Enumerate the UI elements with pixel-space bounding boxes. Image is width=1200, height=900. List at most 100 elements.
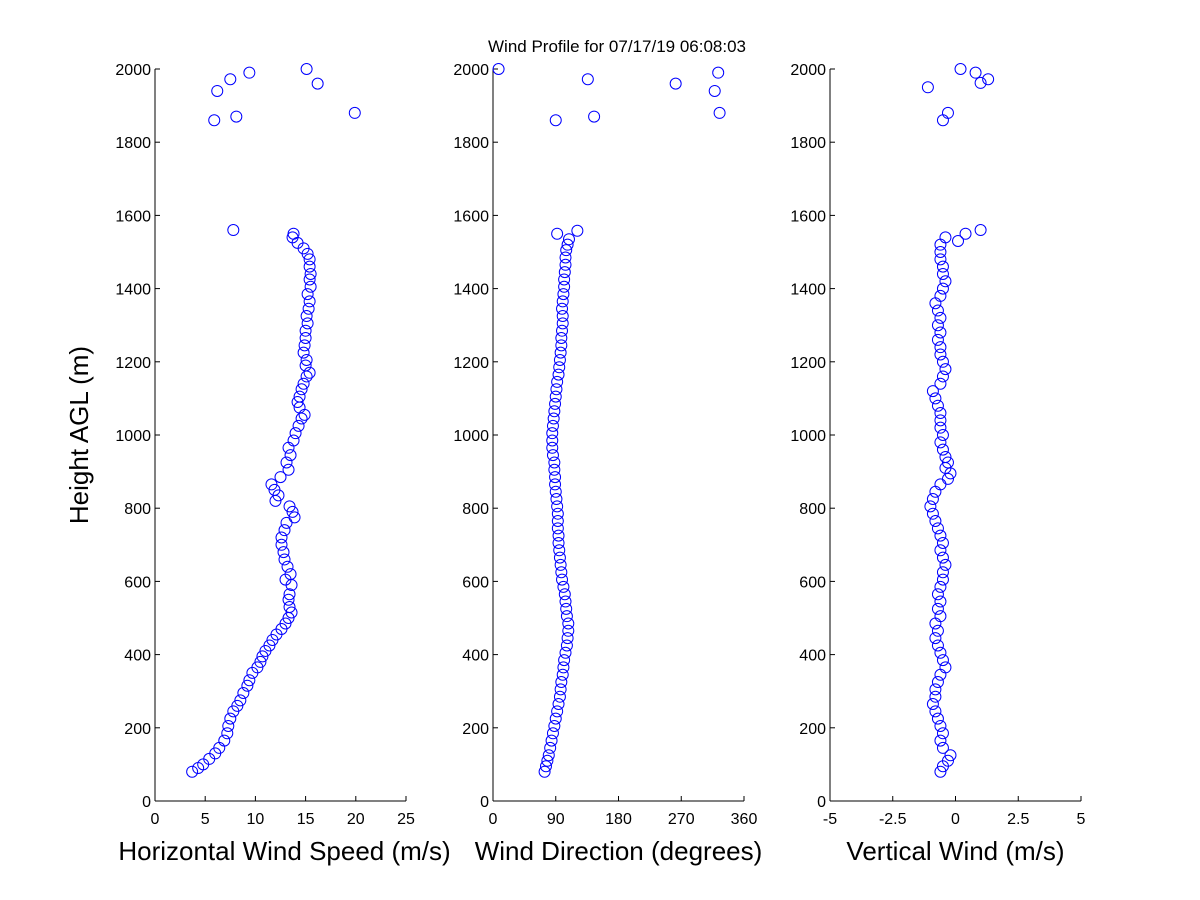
data-point [282,463,295,476]
y-tick-label: 800 [462,501,489,518]
data-point [551,705,564,718]
x-tick-label: 270 [668,811,695,828]
data-point [561,238,574,251]
data-point [549,478,562,491]
data-point [541,754,554,767]
data-point [555,339,568,352]
data-point [303,253,316,266]
data-point [549,390,562,403]
data-point [553,551,566,564]
data-point [936,566,949,579]
data-point [551,515,564,528]
data-point [556,310,569,323]
data-point [934,436,947,449]
x-tick-label: 360 [731,811,758,828]
y-tick-label: 0 [480,794,489,811]
data-point [929,632,942,645]
data-point [539,760,552,773]
data-point [282,441,295,454]
data-point [941,106,954,119]
data-point [557,661,570,674]
data-point [931,676,944,689]
data-point [934,646,947,659]
data-point [300,370,313,383]
data-point [492,63,505,75]
data-point [297,346,310,359]
y-tick-label: 1000 [453,428,489,445]
data-point [304,280,317,293]
data-point [293,390,306,403]
y-tick-label: 600 [462,574,489,591]
data-point [548,456,561,469]
data-point [211,84,224,97]
data-point [669,77,682,90]
data-point [546,419,559,432]
data-point [284,568,297,581]
data-point [546,434,559,447]
data-point [283,601,296,614]
x-tick-label: 10 [247,811,265,828]
x-tick-label: 25 [397,811,415,828]
data-point [278,553,291,566]
data-point [546,427,559,440]
data-point [934,246,947,258]
data-point [939,275,952,288]
data-point [208,114,221,127]
data-point [553,361,566,374]
data-point [298,408,311,421]
data-point [545,734,558,747]
data-point [560,602,573,615]
y-tick-label: 1600 [790,208,826,225]
x-tick-label: 0 [489,811,498,828]
data-point [931,639,944,652]
data-point [283,588,296,601]
data-point [936,654,949,667]
data-point [557,580,570,593]
data-point [934,544,947,557]
data-point [299,332,312,345]
data-point [555,332,568,345]
y-tick-label: 1800 [790,135,826,152]
y-tick-label: 400 [462,648,489,665]
data-point [934,348,947,361]
data-point [218,734,231,747]
data-point [551,507,564,520]
data-point [559,595,572,608]
data-point [555,676,568,689]
data-point [546,441,559,454]
data-point [552,368,565,381]
data-point [929,485,942,498]
data-point [298,339,311,352]
data-point [549,397,562,410]
data-point [551,522,564,535]
data-point [931,522,944,535]
data-point [275,538,288,551]
y-tick-label: 2000 [453,62,489,79]
data-point [921,81,934,94]
data-point [558,654,571,667]
data-point [936,260,949,273]
data-point [285,606,298,619]
data-point [562,233,575,246]
data-point [560,244,573,257]
data-point [931,319,944,332]
data-point [934,377,947,390]
data-point [551,500,564,513]
data-point [559,258,572,271]
data-point [929,297,942,310]
data-point [941,754,954,767]
data-point [227,224,240,237]
data-point [934,253,947,266]
data-point [581,73,594,86]
data-point [553,544,566,557]
data-point [549,712,562,725]
data-point [974,76,987,89]
chart-panel-direction: 0 200 400 600 800 1000 1200 1400 1600 1800 2000 0 90… [453,62,762,866]
y-tick-label: 600 [124,574,151,591]
data-point [934,529,947,542]
data-point [969,66,982,79]
data-point [556,317,569,330]
y-tick-label: 600 [799,574,826,591]
data-point [939,661,952,674]
